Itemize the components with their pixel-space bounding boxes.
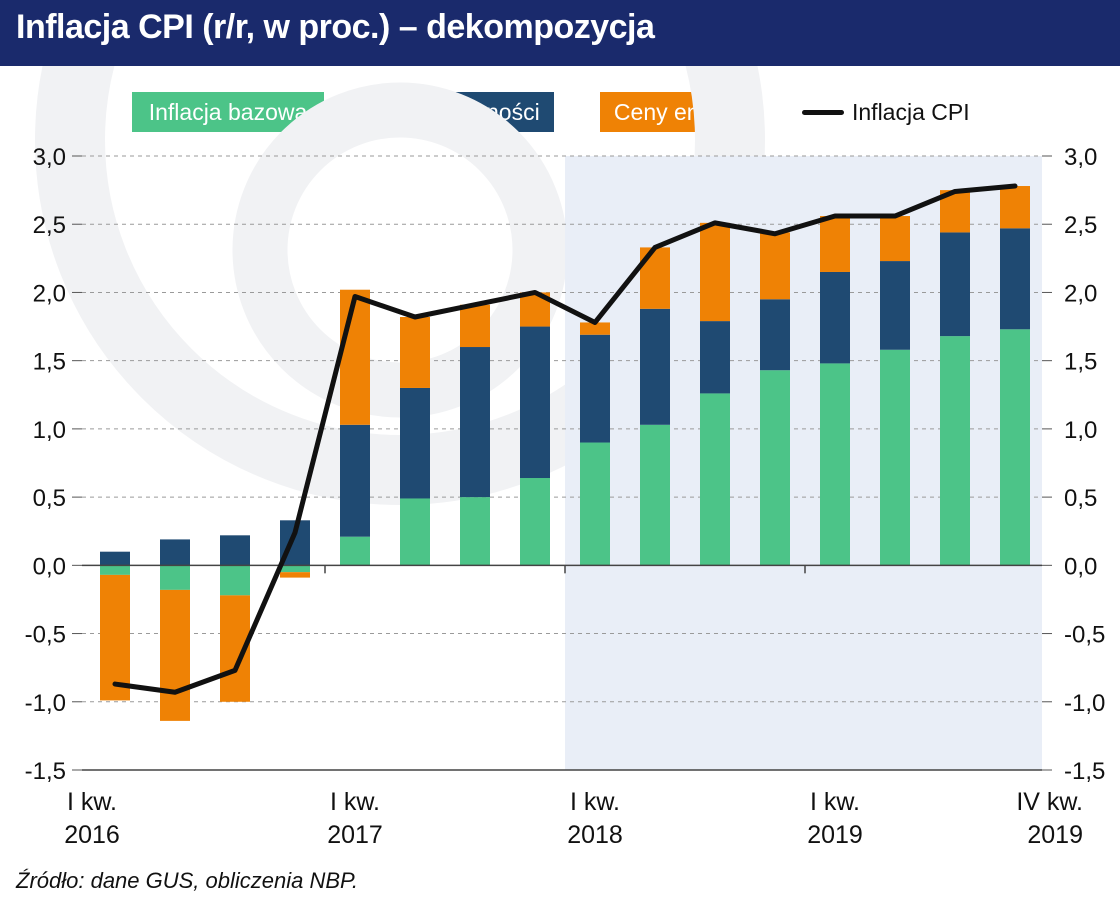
bar-food xyxy=(340,424,370,537)
y-tick-label-right: 0,5 xyxy=(1064,485,1097,512)
y-tick-label-left: 0,0 xyxy=(33,553,66,580)
y-tick-label-right: -0,5 xyxy=(1064,622,1105,649)
bar-energy xyxy=(700,222,730,322)
bar-core xyxy=(340,536,370,566)
bar-food xyxy=(100,551,130,566)
chart-title: Inflacja CPI (r/r, w proc.) – dekompozyc… xyxy=(16,8,655,46)
bar-core xyxy=(1000,329,1030,566)
y-tick-label-left: 3,0 xyxy=(33,144,66,171)
bar-food xyxy=(460,347,490,498)
bar-core xyxy=(580,442,610,566)
cpi-line xyxy=(112,183,1018,695)
y-tick-label-left: -0,5 xyxy=(25,622,66,649)
y-tick-label-left: -1,5 xyxy=(25,758,66,785)
bar-core xyxy=(160,565,190,590)
y-tick-label-left: 1,5 xyxy=(33,349,66,376)
y-tick-label-left: 1,0 xyxy=(33,417,66,444)
bar-core xyxy=(640,424,670,566)
bar-energy xyxy=(1000,186,1030,229)
bar-core xyxy=(700,393,730,566)
y-tick-label-right: 2,5 xyxy=(1064,212,1097,239)
legend-cpi-label: Inflacja CPI xyxy=(852,99,970,125)
x-tick-label: 2016 xyxy=(64,821,120,849)
x-tick-label: 2019 xyxy=(1027,821,1083,849)
bar-food xyxy=(700,321,730,394)
bar-core xyxy=(460,497,490,566)
bar-core xyxy=(400,498,430,566)
legend-cpi-line xyxy=(802,110,844,115)
shaded-region xyxy=(565,156,1042,770)
bar-food xyxy=(1000,228,1030,330)
x-tick-label: I kw. xyxy=(570,788,620,816)
bar-core xyxy=(940,336,970,566)
bar-energy xyxy=(760,232,790,300)
x-tick-label: 2019 xyxy=(807,821,863,849)
bar-core xyxy=(220,565,250,596)
bar-food xyxy=(400,387,430,499)
bar-core xyxy=(760,370,790,566)
bar-food xyxy=(640,308,670,425)
y-tick-label-left: 2,0 xyxy=(33,280,66,307)
y-tick-label-right: -1,5 xyxy=(1064,758,1105,785)
y-tick-label-right: 3,0 xyxy=(1064,144,1097,171)
bar-energy xyxy=(880,216,910,262)
bar-energy xyxy=(280,572,310,578)
cpi-decomposition-chart: 3,0 3,0 2,5 2,5 2,0 2,0 1,5 1,5 1,0 1,0 0,5 0,5 0,0 0… xyxy=(25,66,1105,849)
bar-food xyxy=(940,232,970,337)
header-bar: Inflacja CPI (r/r, w proc.) – dekompozyc… xyxy=(0,0,1120,66)
bar-energy xyxy=(160,589,190,721)
bar-energy xyxy=(460,304,490,348)
y-tick-label-left: 2,5 xyxy=(33,212,66,239)
bar-core xyxy=(820,363,850,566)
y-tick-label-right: 2,0 xyxy=(1064,280,1097,307)
bar-energy xyxy=(340,289,370,425)
bar-core xyxy=(100,565,130,575)
bar-food xyxy=(580,334,610,443)
bar-energy xyxy=(100,574,130,701)
x-tick-label: 2017 xyxy=(327,821,383,849)
bar-energy xyxy=(820,216,850,272)
x-tick-label: I kw. xyxy=(330,788,380,816)
x-tick-label: I kw. xyxy=(67,788,117,816)
x-tick-label: 2018 xyxy=(567,821,623,849)
y-tick-label-left: -1,0 xyxy=(25,690,66,717)
bar-food xyxy=(880,261,910,350)
y-tick-label-right: 1,5 xyxy=(1064,349,1097,376)
y-tick-label-left: 0,5 xyxy=(33,485,66,512)
bar-food xyxy=(820,271,850,364)
bar-energy xyxy=(580,322,610,335)
legend-core-inflation: Inflacja bazowa xyxy=(132,92,324,132)
y-tick-label-right: 1,0 xyxy=(1064,417,1097,444)
x-tick-label: I kw. xyxy=(810,788,860,816)
x-tick-label: IV kw. xyxy=(1016,788,1083,816)
bar-core xyxy=(880,349,910,566)
bar-food xyxy=(220,535,250,566)
y-tick-label-right: -1,0 xyxy=(1064,690,1105,717)
bar-food xyxy=(160,539,190,566)
bar-food xyxy=(520,326,550,479)
bar-food xyxy=(760,299,790,371)
y-tick-label-right: 0,0 xyxy=(1064,553,1097,580)
bar-core xyxy=(280,565,310,573)
source-note: Źródło: dane GUS, obliczenia NBP. xyxy=(16,868,358,893)
bar-energy xyxy=(400,317,430,388)
bar-core xyxy=(520,478,550,566)
